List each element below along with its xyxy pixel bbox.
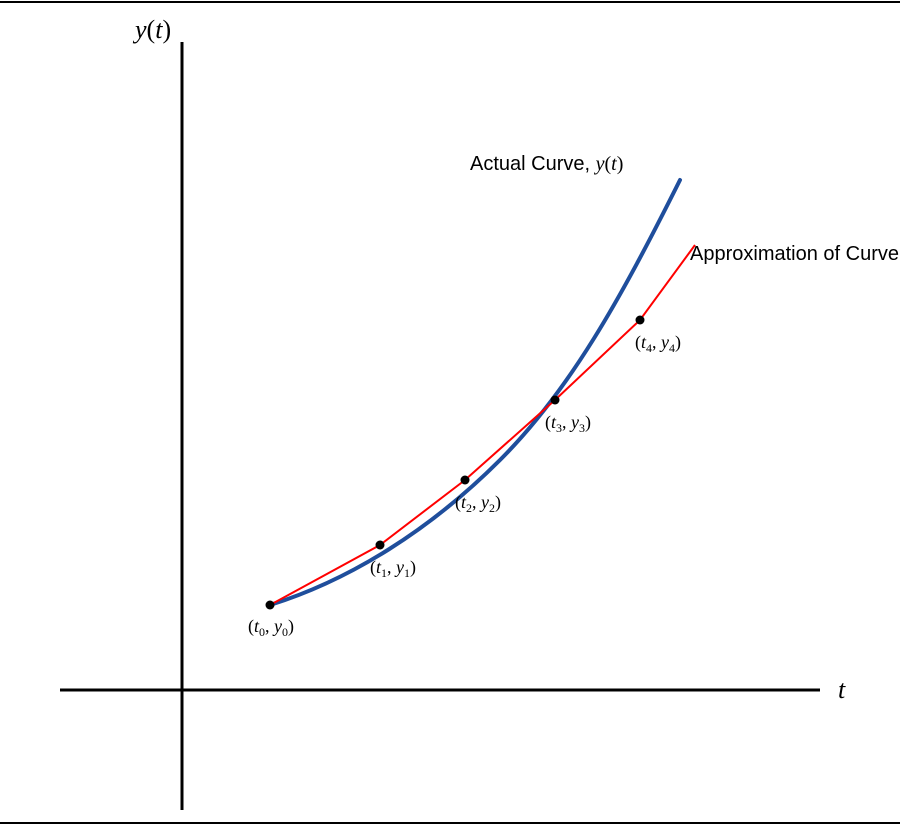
point-dot-1 (376, 541, 385, 550)
point-label-3: (t3, y3) (545, 412, 591, 435)
point-dot-4 (636, 316, 645, 325)
point-label-0: (t0, y0) (248, 616, 294, 639)
approximation-polyline (270, 245, 695, 605)
point-label-2: (t2, y2) (455, 492, 501, 515)
actual-curve-label: Actual Curve, y(t) (470, 153, 623, 175)
approximation-label: Approximation of Curve (690, 243, 899, 265)
y-axis-label: y(t) (132, 15, 171, 44)
point-dot-0 (266, 601, 275, 610)
point-label-1: (t1, y1) (370, 557, 416, 580)
point-label-4: (t4, y4) (635, 332, 681, 355)
point-dot-3 (551, 396, 560, 405)
actual-curve (270, 180, 680, 605)
point-dot-2 (461, 476, 470, 485)
x-axis-label: t (838, 675, 846, 704)
euler-approximation-chart: t y(t) Actual Curve, y(t) Approximation of … (0, 0, 900, 825)
